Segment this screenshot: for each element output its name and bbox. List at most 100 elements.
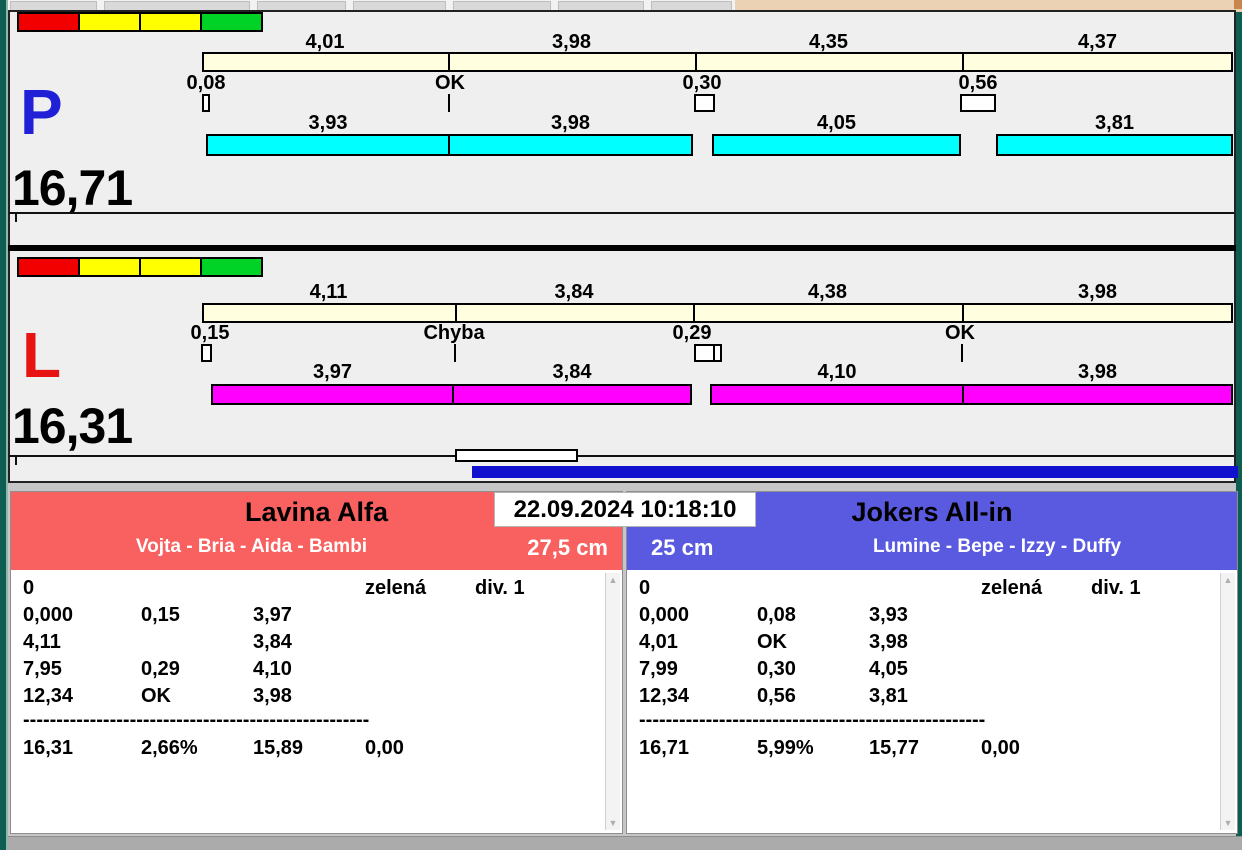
light-green [200, 14, 261, 30]
split-time-label: 4,35 [809, 31, 848, 53]
crossover-marker-box [960, 94, 996, 112]
team-panel-left: Lavina Alfa Vojta - Bria - Aida - Bambi … [10, 491, 623, 834]
table-total-cell: 0,00 [981, 737, 1020, 759]
team-members: Vojta - Bria - Aida - Bambi [135, 536, 368, 557]
split-divider [448, 52, 450, 72]
traffic-light-l [17, 257, 263, 277]
baseline-tick [15, 457, 17, 465]
lane-letter-p: P [20, 76, 63, 148]
light-yellow [78, 14, 139, 30]
split-time-label: 4,11 [309, 281, 348, 303]
light-yellow [139, 259, 200, 275]
light-green [200, 259, 261, 275]
table-cell: zelená [365, 577, 427, 599]
split-divider [455, 303, 457, 323]
table-total-cell: 2,66% [141, 737, 198, 759]
dog-time-bar-segment [962, 384, 1233, 405]
table-cell: 3,81 [869, 685, 908, 707]
table-divider: ----------------------------------------… [639, 709, 986, 731]
table-cell: 4,11 [23, 631, 61, 653]
scroll-down-icon[interactable]: ▼ [1223, 818, 1233, 828]
table-cell: 4,05 [869, 658, 908, 680]
dog-time-label: 4,10 [817, 361, 857, 383]
bottom-status-bar [8, 836, 1242, 850]
traffic-light-p [17, 12, 263, 32]
crossover-marker-box [694, 344, 715, 362]
crossover-marker-tick [454, 344, 456, 362]
crossover-marker-tick [961, 344, 963, 362]
table-cell: 0,29 [141, 658, 180, 680]
table-cell: 0,000 [639, 604, 690, 626]
dog-time-bar-segment [710, 384, 964, 405]
lane-total-time-l: 16,31 [12, 398, 133, 454]
light-red [19, 259, 78, 275]
table-cell: 4,10 [253, 658, 292, 680]
table-cell: 0 [23, 577, 35, 599]
split-time-label: 3,84 [554, 281, 594, 303]
table-cell: OK [141, 685, 171, 707]
crossover-marker-tick [448, 94, 450, 112]
split-divider [693, 303, 695, 323]
split-time-label: 3,98 [1078, 281, 1117, 303]
table-cell: 3,93 [869, 604, 908, 626]
team-members: Lumine - Bepe - Izzy - Duffy [872, 536, 1122, 557]
split-divider [962, 303, 964, 323]
dog-time-bar-segment [712, 134, 961, 156]
table-cell: 7,95 [23, 658, 62, 680]
scroll-down-icon[interactable]: ▼ [608, 818, 618, 828]
team-jump-height: 25 cm [651, 535, 714, 560]
table-cell: 0,08 [757, 604, 796, 626]
dog-time-label: 3,98 [1078, 361, 1117, 383]
split-divider [962, 52, 964, 72]
split-divider [695, 52, 697, 72]
scrollbar[interactable]: ▲ ▼ [1220, 573, 1235, 830]
scrollbar[interactable]: ▲ ▼ [605, 573, 620, 830]
table-cell: 4,01 [639, 631, 678, 653]
crossover-label: Chyba [423, 322, 485, 344]
progress-track-box [455, 449, 578, 462]
table-cell: zelená [981, 577, 1043, 599]
crossover-marker-box [694, 94, 715, 112]
lane-baseline [9, 212, 1234, 214]
table-divider: ----------------------------------------… [23, 709, 370, 731]
split-time-label: 3,98 [552, 31, 591, 53]
table-cell: 0,000 [23, 604, 74, 626]
dog-time-bar-segment [206, 134, 450, 156]
dog-time-label: 4,05 [817, 112, 856, 134]
dog-time-label: 3,98 [551, 112, 590, 134]
lane-letter-l: L [22, 319, 62, 391]
light-yellow [78, 259, 139, 275]
table-cell: OK [757, 631, 787, 653]
dog-time-bar-segment [452, 384, 692, 405]
progress-bar [472, 466, 1238, 478]
crossover-label: 0,08 [186, 72, 226, 94]
team-name: Lavina Alfa [244, 497, 389, 527]
dog-time-bar-segment [211, 384, 454, 405]
lane-separator [8, 245, 1236, 251]
table-cell: 7,99 [639, 658, 678, 680]
baseline-tick [15, 214, 17, 222]
crossover-label: 0,29 [672, 322, 712, 344]
table-cell: 3,97 [253, 604, 292, 626]
scroll-up-icon[interactable]: ▲ [608, 575, 618, 585]
light-red [19, 14, 78, 30]
scroll-up-icon[interactable]: ▲ [1223, 575, 1233, 585]
table-cell: 12,34 [639, 685, 690, 707]
lane-baseline [9, 455, 1234, 457]
table-cell: 0,56 [757, 685, 796, 707]
table-total-cell: 16,71 [639, 737, 690, 759]
crossover-label: OK [435, 72, 465, 94]
team-name: Jokers All-in [851, 497, 1013, 527]
crossover-label: 0,56 [958, 72, 998, 94]
background-window-tan [735, 0, 1242, 12]
crossover-label: 0,15 [190, 322, 230, 344]
table-total-cell: 0,00 [365, 737, 404, 759]
team-jump-height: 27,5 cm [527, 535, 608, 560]
left-frame-highlight [6, 0, 8, 850]
split-time-bar-p [202, 52, 1233, 72]
dog-time-label: 3,81 [1095, 112, 1134, 134]
dog-time-label: 3,93 [308, 112, 348, 134]
lane-total-time-p: 16,71 [12, 160, 133, 216]
table-total-cell: 15,77 [869, 737, 920, 759]
crossover-marker-box [201, 344, 212, 362]
